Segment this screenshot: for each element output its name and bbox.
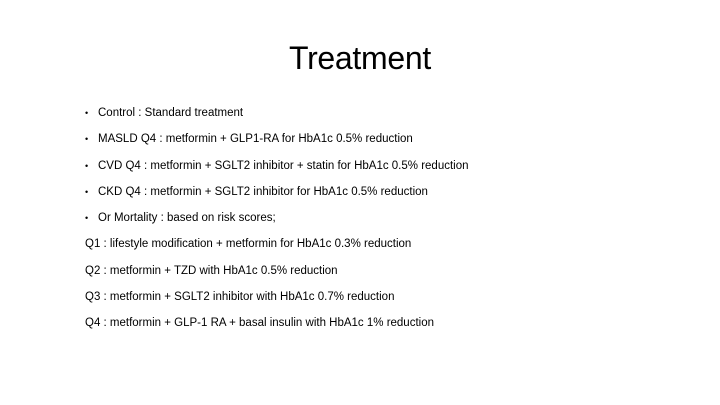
bullet-item: • CKD Q4 : metformin + SGLT2 inhibitor f… [85,183,685,209]
bullet-text: CVD Q4 : metformin + SGLT2 inhibitor + s… [98,159,469,172]
bullet-icon: • [85,213,89,224]
bullet-item: • MASLD Q4 : metformin + GLP1-RA for HbA… [85,130,685,156]
bullet-icon: • [85,134,89,145]
bullet-text: CKD Q4 : metformin + SGLT2 inhibitor for… [98,185,428,198]
quartile-line-q4: Q4 : metformin + GLP-1 RA + basal insuli… [85,317,434,330]
bullet-text: Control : Standard treatment [98,107,244,119]
quartile-line-q3: Q3 : metformin + SGLT2 inhibitor with Hb… [85,291,395,304]
bullet-item: • Control : Standard treatment [85,104,685,130]
quartile-line-q1: Q1 : lifestyle modification + metformin … [85,238,412,251]
slide-title: Treatment [289,40,431,76]
bullet-text: MASLD Q4 : metformin + GLP1-RA for HbA1c… [98,133,413,146]
slide-content: • Control : Standard treatment • MASLD Q… [85,104,685,341]
bullet-icon: • [85,160,89,171]
quartile-line-q2: Q2 : metformin + TZD with HbA1c 0.5% red… [85,264,338,277]
bullet-item: • CVD Q4 : metformin + SGLT2 inhibitor +… [85,157,685,183]
bullet-icon: • [85,108,89,118]
bullet-icon: • [85,186,89,197]
bullet-item: • Or Mortality : based on risk scores; [85,209,685,235]
bullet-text: Or Mortality : based on risk scores; [98,212,276,225]
